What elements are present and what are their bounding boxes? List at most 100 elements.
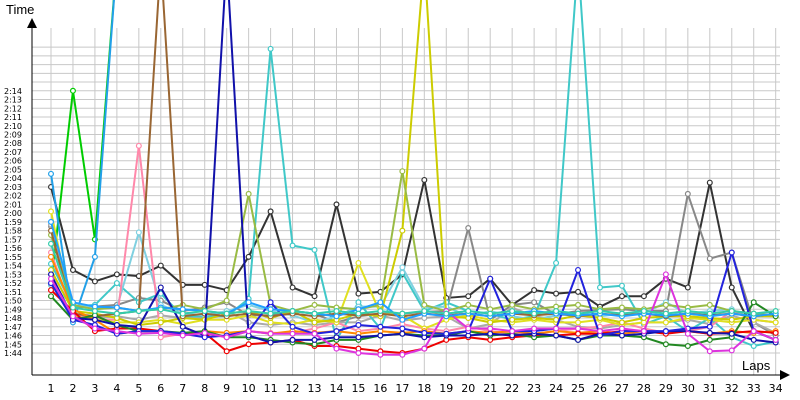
data-point	[509, 328, 516, 335]
data-point	[47, 287, 54, 294]
x-tick-label: 6	[157, 382, 164, 395]
axes: Time Laps	[6, 2, 790, 380]
data-point	[179, 332, 186, 339]
data-point	[531, 299, 538, 306]
x-tick-label: 18	[417, 382, 431, 395]
x-tick-label: 5	[135, 382, 142, 395]
data-point	[421, 176, 428, 183]
data-point	[618, 310, 625, 317]
data-point	[465, 301, 472, 308]
data-point	[289, 284, 296, 291]
data-point	[333, 345, 340, 352]
data-point	[201, 329, 208, 336]
data-point	[69, 87, 76, 94]
data-point	[487, 319, 494, 326]
data-point	[575, 319, 582, 326]
data-point	[135, 142, 142, 149]
data-point	[465, 225, 472, 232]
x-tick-label: 24	[549, 382, 563, 395]
data-point	[662, 341, 669, 348]
data-point	[553, 308, 560, 315]
data-point	[355, 322, 362, 329]
data-point	[772, 319, 779, 326]
x-tick-label: 32	[725, 382, 739, 395]
series-line	[50, 178, 777, 341]
x-tick-label: 7	[179, 382, 186, 395]
data-point	[113, 328, 120, 335]
x-tick-label: 26	[593, 382, 607, 395]
data-point	[69, 266, 76, 273]
series-line	[50, 221, 776, 321]
x-tick-label: 21	[483, 382, 497, 395]
y-tick-label: 2:14	[4, 87, 22, 96]
data-point	[201, 281, 208, 288]
data-point	[377, 299, 384, 306]
data-point	[575, 310, 582, 317]
data-point	[113, 304, 120, 311]
data-point	[311, 246, 318, 253]
data-point	[355, 310, 362, 317]
data-point	[421, 345, 428, 352]
data-point	[223, 348, 230, 355]
data-point	[377, 308, 384, 315]
y-tick-label: 1:59	[4, 218, 22, 227]
data-point	[596, 284, 603, 291]
y-tick-label: 1:55	[4, 253, 22, 262]
data-point	[487, 325, 494, 332]
data-point	[289, 242, 296, 249]
data-point	[706, 255, 713, 262]
data-point	[47, 208, 54, 215]
data-point	[157, 306, 164, 313]
data-point	[618, 293, 625, 300]
data-point	[706, 329, 713, 336]
data-point	[728, 347, 735, 354]
data-point	[91, 278, 98, 285]
data-point	[355, 290, 362, 297]
y-tick-label: 1:48	[4, 314, 22, 323]
data-point	[245, 308, 252, 315]
y-tick-label: 1:58	[4, 227, 22, 236]
data-point	[267, 299, 274, 306]
data-point	[135, 308, 142, 315]
data-point	[531, 287, 538, 294]
x-tick-label: 8	[201, 382, 208, 395]
data-point	[47, 240, 54, 247]
x-tick-label: 17	[395, 382, 409, 395]
data-point	[355, 350, 362, 357]
data-point	[355, 259, 362, 266]
data-point	[509, 316, 516, 323]
data-point	[750, 343, 757, 350]
data-point	[684, 308, 691, 315]
data-point	[728, 316, 735, 323]
x-tick-label: 12	[286, 382, 300, 395]
data-point	[487, 275, 494, 282]
data-point	[69, 304, 76, 311]
data-point	[267, 45, 274, 52]
data-point	[618, 282, 625, 289]
x-tick-label: 2	[69, 382, 76, 395]
data-point	[640, 293, 647, 300]
data-point	[399, 316, 406, 323]
data-point	[553, 325, 560, 332]
x-axis-title: Laps	[742, 358, 771, 373]
y-tick-label: 2:02	[4, 192, 22, 201]
y-tick-label: 2:03	[4, 183, 22, 192]
y-tick-label: 1:51	[4, 288, 22, 297]
data-point	[267, 310, 274, 317]
data-point	[684, 190, 691, 197]
data-point	[311, 293, 318, 300]
data-point	[157, 329, 164, 336]
data-point	[487, 310, 494, 317]
data-point	[618, 325, 625, 332]
data-point	[706, 179, 713, 186]
series-line	[50, 0, 776, 344]
data-point	[91, 316, 98, 323]
data-point	[553, 332, 560, 339]
data-point	[289, 308, 296, 315]
data-point	[69, 313, 76, 320]
data-point	[355, 334, 362, 341]
data-point	[575, 301, 582, 308]
data-point	[91, 253, 98, 260]
data-point	[465, 293, 472, 300]
y-tick-label: 1:45	[4, 340, 22, 349]
